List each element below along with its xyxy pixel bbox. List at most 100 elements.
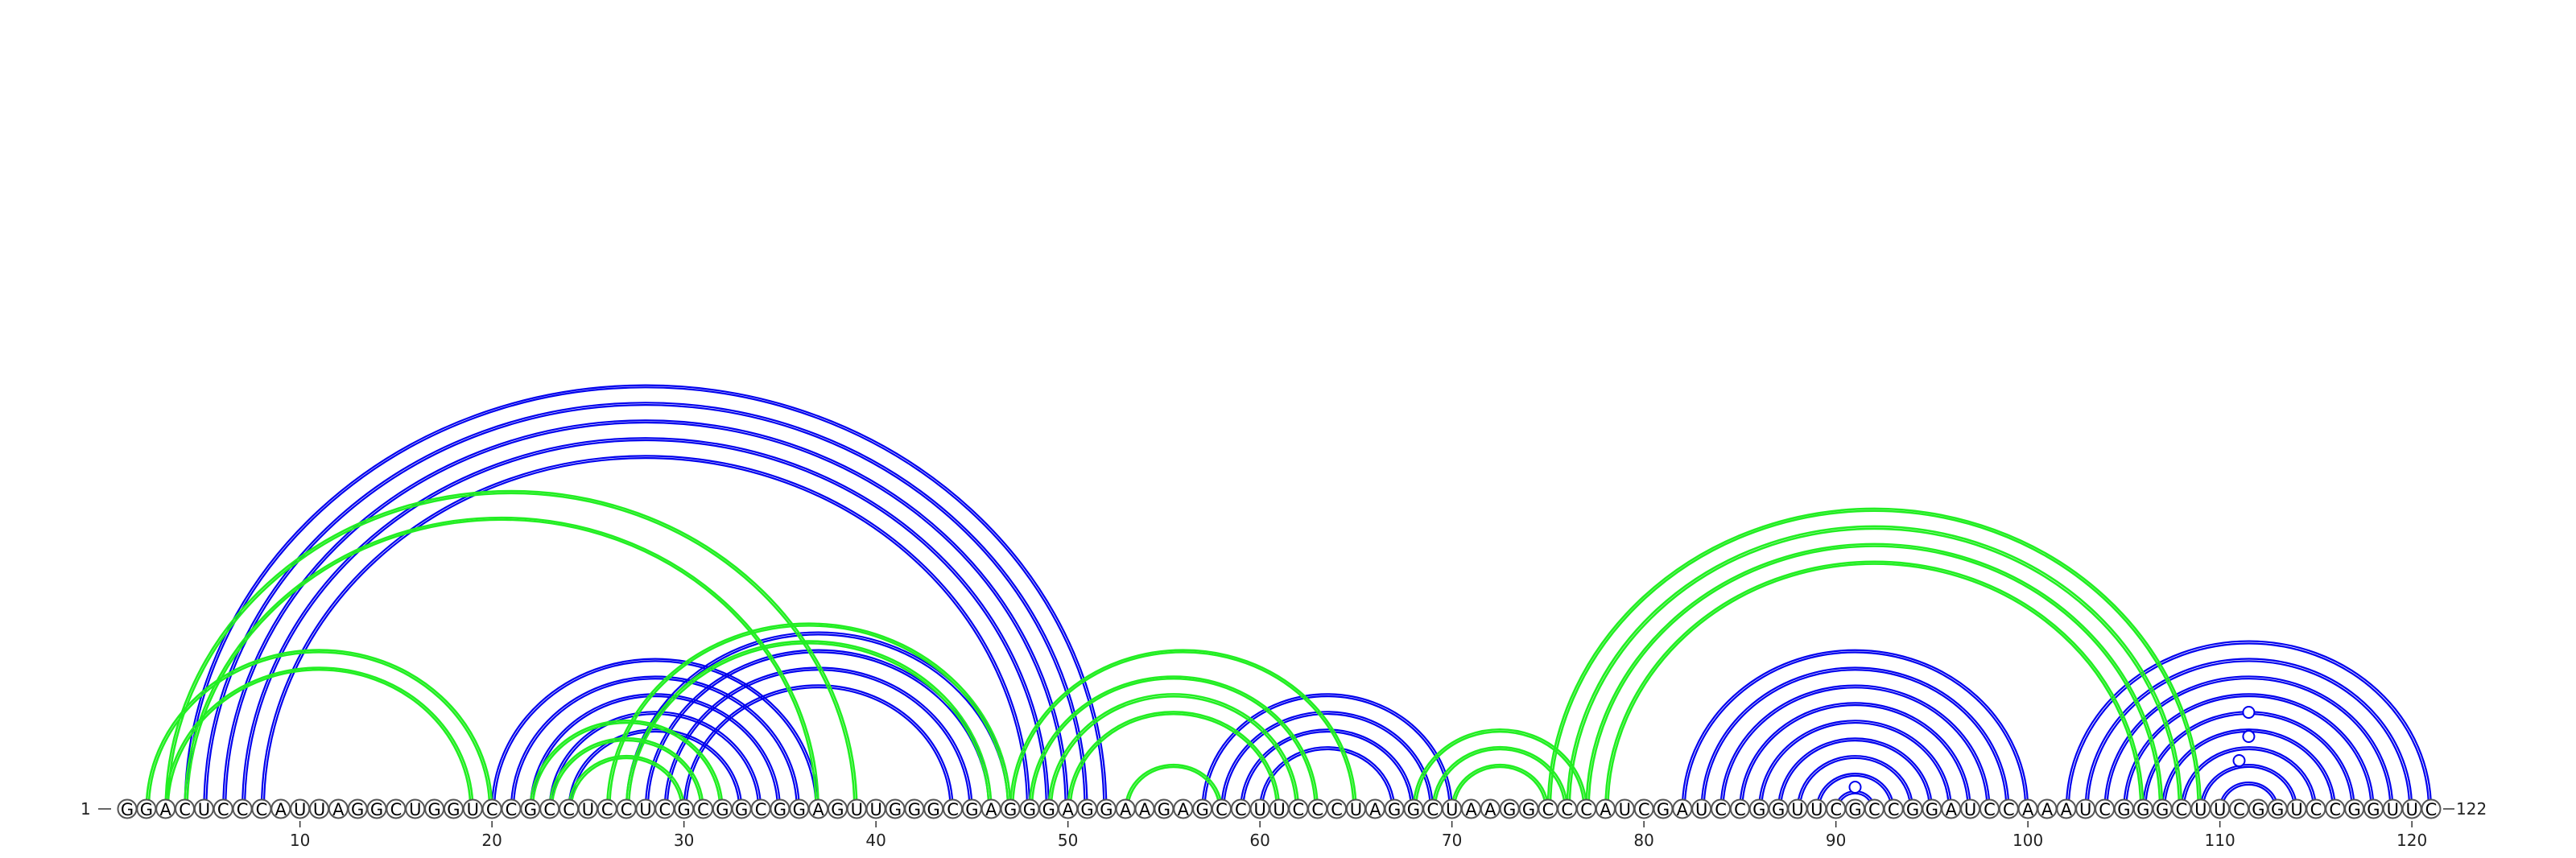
nucleotide-letter: A	[1484, 800, 1496, 819]
base-pair-arc-blue-inner	[2125, 695, 2372, 810]
nucleotide-letter: G	[370, 800, 383, 819]
base-pair-arc-blue-inner	[244, 439, 1047, 810]
base-pair-arc-blue	[625, 631, 1012, 810]
base-pair-arc-green	[145, 649, 493, 810]
base-pair-arc-green-inner	[1011, 651, 1355, 810]
nucleotide-letter: U	[1810, 800, 1823, 819]
nucleotide-letter: U	[1695, 800, 1707, 819]
unpaired-marker	[2232, 754, 2246, 767]
tick-label: 120	[2396, 831, 2427, 850]
nucleotide-letter: G	[1503, 800, 1516, 819]
base-pair-arc-green-inner	[1069, 712, 1278, 810]
base-pair-arc-blue	[491, 658, 819, 810]
base-pair-arc-green	[1047, 693, 1300, 810]
nucleotide-letter: A	[1946, 800, 1958, 819]
base-pair-arc-green-inner	[551, 739, 702, 810]
base-pair-arc-green-inner	[1587, 545, 2161, 810]
nucleotide-letter: U	[2387, 800, 2399, 819]
base-pair-arc-blue	[184, 384, 1108, 810]
nucleotide-letter: G	[1848, 800, 1861, 819]
base-pair-arc-blue-inner	[1683, 651, 2027, 810]
nucleotide-letter: A	[1600, 800, 1612, 819]
base-pair-arc-green-inner	[608, 625, 1009, 810]
base-pair-arc-green-inner	[1607, 563, 2142, 810]
tick-label: 20	[481, 831, 502, 850]
base-pair-arc-green-inner	[147, 651, 491, 810]
base-pair-arc-green-inner	[1453, 765, 1547, 810]
nucleotide-letter: C	[256, 800, 268, 819]
nucleotide-letter: G	[1100, 800, 1113, 819]
nucleotide-letter: C	[1561, 800, 1573, 819]
base-pair-arc-green-inner	[167, 492, 856, 810]
base-pair-arc-blue-inner	[2202, 765, 2296, 810]
base-pair-arc-blue-inner	[205, 404, 1086, 810]
base-pair-arc-green	[1028, 675, 1319, 810]
base-pair-arc-blue	[1220, 711, 1434, 810]
end-index-label: 122	[2456, 799, 2487, 819]
base-pair-arc-blue	[2199, 764, 2298, 810]
base-pair-arc-blue-inner	[512, 678, 798, 810]
nucleotide-letter: U	[467, 800, 479, 819]
nucleotide-letter: C	[1830, 800, 1842, 819]
base-pair-arc-green-inner	[1568, 527, 2181, 810]
nucleotide-letter: U	[851, 800, 863, 819]
nucleotide-letter: G	[716, 800, 729, 819]
base-pair-arc-green	[1412, 728, 1587, 810]
base-pair-arc-green	[1566, 525, 2183, 810]
nucleotide-letter: A	[1139, 800, 1151, 819]
nucleotide-letter: A	[2041, 800, 2054, 819]
nucleotide-letter: U	[294, 800, 306, 819]
base-pair-arc-blue-inner	[186, 386, 1105, 810]
nucleotide-letter: U	[1791, 800, 1803, 819]
nucleotide-letter: G	[774, 800, 786, 819]
nucleotide-letter: C	[755, 800, 767, 819]
unpaired-marker	[1848, 781, 1862, 794]
base-pair-arc-blue-inner	[225, 422, 1067, 810]
nucleotide-letter: A	[2061, 800, 2073, 819]
nucleotide-letter: C	[2099, 800, 2111, 819]
base-pair-arc-blue-inner	[493, 660, 817, 810]
base-pair-arc-green-inner	[186, 518, 817, 810]
nucleotide-letter: C	[1868, 800, 1880, 819]
base-pair-arc-blue	[568, 728, 743, 810]
base-pair-arc-green	[1451, 763, 1550, 810]
base-pair-arc-blue-inner	[1223, 713, 1431, 810]
base-pair-arc-blue	[1240, 728, 1415, 810]
nucleotide-letter: G	[1407, 800, 1420, 819]
base-pair-arc-blue	[1796, 755, 1914, 810]
base-pair-arc-green	[164, 666, 474, 810]
tick-label: 50	[1058, 831, 1078, 850]
base-pair-arc-blue-inner	[2182, 748, 2314, 810]
nucleotide-letter: A	[1062, 800, 1074, 819]
base-pair-arc-green	[1124, 763, 1223, 810]
nucleotide-letter: C	[1580, 800, 1592, 819]
nucleotide-letter: A	[1677, 800, 1689, 819]
nucleotide-letter: C	[2329, 800, 2341, 819]
nucleotide-letter: C	[543, 800, 555, 819]
base-pair-arc-green	[625, 640, 993, 810]
nucleotide-letter: U	[2214, 800, 2226, 819]
nucleotide-letter: C	[1715, 800, 1727, 819]
nucleotide-letter: G	[140, 800, 153, 819]
nucleotide-letter: G	[2156, 800, 2169, 819]
nucleotide-letter: G	[2136, 800, 2149, 819]
nucleotide-letter: C	[506, 800, 518, 819]
base-pair-arc-blue	[510, 675, 800, 810]
nucleotide-letter: U	[1350, 800, 1362, 819]
nucleotide-letter: A	[1120, 800, 1132, 819]
nucleotide-letter: C	[1426, 800, 1439, 819]
base-pair-arc-blue	[1777, 737, 1933, 810]
nucleotide-letter: U	[2290, 800, 2302, 819]
base-pair-arc-blue	[529, 693, 781, 810]
nucleotide-letter: C	[1216, 800, 1228, 819]
nucleotide-letter: C	[1331, 800, 1343, 819]
nucleotide-letter: U	[1619, 800, 1631, 819]
nucleotide-letter: U	[409, 800, 421, 819]
base-pair-arc-blue-inner	[1242, 730, 1413, 810]
unpaired-markers-layer	[1848, 706, 2256, 794]
nucleotide-letter: C	[1734, 800, 1746, 819]
nucleotide-letter: C	[947, 800, 959, 819]
nucleotide-letter: C	[217, 800, 229, 819]
